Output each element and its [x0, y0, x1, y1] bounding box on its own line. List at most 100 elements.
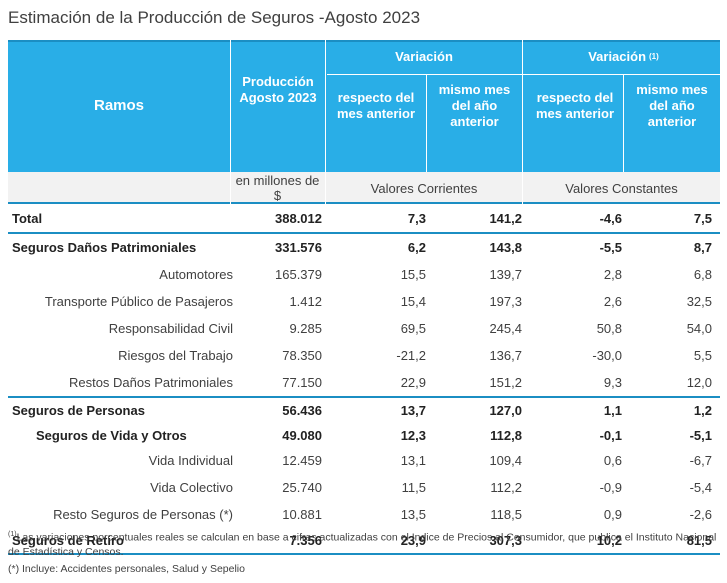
- cell-vc-anio: 127,0: [489, 403, 522, 418]
- cell-vc-mes: 7,3: [407, 210, 426, 226]
- valores-corrientes-label: Valores Corrientes: [370, 180, 478, 196]
- table-row-resto-personas: Resto Seguros de Personas (*) 10.881 13,…: [8, 501, 720, 528]
- cell-vk-mes: 0,6: [603, 453, 622, 468]
- cell-vc-mes: 13,7: [400, 403, 426, 418]
- header-vk-mismo-mes-line3: anterior: [647, 114, 697, 129]
- cell-vk-anio: 1,2: [693, 403, 712, 418]
- cell-produccion: 77.150: [282, 375, 322, 390]
- cell-vc-anio: 141,2: [489, 210, 522, 226]
- cell-vk-anio: 81,5: [686, 533, 712, 548]
- header-vc-resp-mes-line2: mes anterior: [336, 106, 416, 121]
- table-row-vida-colectivo: Vida Colectivo 25.740 11,5 112,2 -0,9 -5…: [8, 474, 720, 501]
- cell-vc-mes: 11,5: [401, 480, 426, 495]
- section-divider: [8, 232, 720, 234]
- header-vk-mismo-mes: mismo mes del año anterior: [624, 75, 720, 137]
- cell-vk-mes: -4,6: [599, 210, 622, 226]
- cell-vc-mes: 23,9: [400, 533, 426, 548]
- row-label: Transporte Público de Pasajeros: [44, 294, 233, 309]
- row-label: Vida Individual: [148, 453, 233, 468]
- row-label: Restos Daños Patrimoniales: [68, 375, 233, 390]
- row-label: Riesgos del Trabajo: [118, 348, 233, 363]
- cell-vc-anio: 109,4: [489, 453, 522, 468]
- cell-vk-mes: -5,5: [599, 240, 622, 255]
- cell-vk-mes: -30,0: [592, 348, 622, 363]
- row-label: Responsabilidad Civil: [108, 321, 233, 336]
- table-row-total: Total 388.012 7,3 141,2 -4,6 7,5: [8, 204, 720, 232]
- cell-vk-mes: 50,8: [596, 321, 622, 336]
- cell-produccion: 7.356: [289, 533, 322, 548]
- cell-produccion: 9.285: [289, 321, 322, 336]
- cell-vk-mes: -0,1: [599, 427, 622, 443]
- cell-vc-mes: 69,5: [400, 321, 426, 336]
- table-row-seguros-personas: Seguros de Personas 56.436 13,7 127,0 1,…: [8, 398, 720, 423]
- header-col-divider: [230, 40, 231, 172]
- table-row-transporte-publico: Transporte Público de Pasajeros 1.412 15…: [8, 288, 720, 315]
- header-vk-resp-mes-line1: respecto del: [536, 90, 614, 105]
- cell-produccion: 388.012: [275, 210, 322, 226]
- header-produccion-line1: Producción: [242, 74, 314, 89]
- cell-vk-anio: -2,6: [689, 507, 712, 522]
- cell-vk-anio: 6,8: [693, 267, 712, 282]
- cell-vc-anio: 136,7: [489, 348, 522, 363]
- row-label: Seguros Daños Patrimoniales: [12, 240, 197, 255]
- valores-constantes-label: Valores Constantes: [565, 180, 678, 196]
- footnote-1-text: Las variaciones porcentuales reales se c…: [8, 531, 717, 558]
- row-label: Total: [12, 210, 43, 226]
- section-divider: [8, 396, 720, 398]
- header-vc-mismo-mes-line1: mismo mes: [438, 82, 511, 97]
- footnote-1: (1)Las variaciones porcentuales reales s…: [8, 528, 720, 559]
- header-variacion-constante-label: Variación: [588, 49, 647, 64]
- table-header: Ramos Producción Agosto 2023 Variación V…: [8, 40, 720, 172]
- header-vc-mismo-mes-line3: anterior: [450, 114, 499, 129]
- footnotes: (1)Las variaciones porcentuales reales s…: [8, 528, 720, 579]
- table-row-automotores: Automotores 165.379 15,5 139,7 2,8 6,8: [8, 261, 720, 288]
- cell-vk-anio: -6,7: [689, 453, 712, 468]
- header-produccion: Producción Agosto 2023: [231, 60, 325, 120]
- header-variacion-constante: Variación (1): [527, 40, 720, 74]
- row-label: Seguros de Vida y Otros: [36, 427, 187, 443]
- cell-vc-mes: 15,5: [400, 267, 426, 282]
- footnote-1-mark: (1): [8, 531, 17, 538]
- cell-vc-mes: 13,1: [400, 453, 426, 468]
- table-row-riesgos-trabajo: Riesgos del Trabajo 78.350 -21,2 136,7 -…: [8, 342, 720, 369]
- subheader-col-divider: [325, 172, 326, 204]
- cell-vk-anio: 12,0: [686, 375, 712, 390]
- cell-vc-mes: 6,2: [407, 240, 426, 255]
- cell-vc-anio: 143,8: [489, 240, 522, 255]
- cell-vk-anio: 54,0: [686, 321, 712, 336]
- cell-vk-mes: 0,9: [603, 507, 622, 522]
- cell-vc-anio: 197,3: [489, 294, 522, 309]
- cell-vc-anio: 151,2: [489, 375, 522, 390]
- cell-vk-mes: -0,9: [599, 480, 622, 495]
- page-title: Estimación de la Producción de Seguros -…: [8, 8, 421, 27]
- header-ramos: Ramos: [93, 97, 145, 114]
- header-vk-resp-mes-line2: mes anterior: [535, 106, 615, 121]
- header-top-border: [8, 40, 720, 42]
- cell-vk-anio: 7,5: [693, 210, 712, 226]
- header-vc-mismo-mes-line2: del año: [451, 98, 498, 113]
- cell-produccion: 56.436: [282, 403, 322, 418]
- cell-vc-anio: 112,8: [490, 427, 522, 443]
- cell-produccion: 331.576: [275, 240, 322, 255]
- table-row-vida-individual: Vida Individual 12.459 13,1 109,4 0,6 -6…: [8, 447, 720, 474]
- cell-vc-anio: 112,2: [490, 480, 522, 495]
- header-col-divider: [325, 40, 326, 172]
- table-row-danos-patrimoniales: Seguros Daños Patrimoniales 331.576 6,2 …: [8, 234, 720, 261]
- table-bottom-border: [8, 553, 720, 555]
- cell-vc-mes: 12,3: [400, 427, 426, 443]
- cell-vc-anio: 245,4: [489, 321, 522, 336]
- header-variacion-corriente: Variación: [395, 49, 453, 64]
- subheader-col-divider: [230, 172, 231, 204]
- row-label: Vida Colectivo: [150, 480, 233, 495]
- header-vc-mismo-mes: mismo mes del año anterior: [427, 75, 522, 137]
- header-vk-mismo-mes-line1: mismo mes: [636, 82, 708, 97]
- units-label: en millones de $: [230, 172, 325, 204]
- table-subheader: en millones de $ Valores Corrientes Valo…: [8, 172, 720, 204]
- table-row-restos-danos: Restos Daños Patrimoniales 77.150 22,9 1…: [8, 369, 720, 396]
- cell-vk-anio: 5,5: [693, 348, 712, 363]
- cell-vk-anio: -5,4: [689, 480, 712, 495]
- cell-vc-mes: 22,9: [400, 375, 426, 390]
- cell-vk-mes: 2,8: [603, 267, 622, 282]
- cell-produccion: 12.459: [282, 453, 322, 468]
- table-row-vida-y-otros: Seguros de Vida y Otros 49.080 12,3 112,…: [8, 423, 720, 447]
